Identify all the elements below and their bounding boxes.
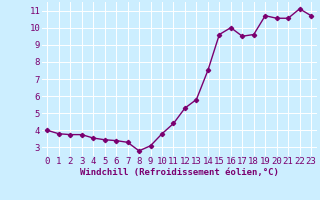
X-axis label: Windchill (Refroidissement éolien,°C): Windchill (Refroidissement éolien,°C) (80, 168, 279, 177)
